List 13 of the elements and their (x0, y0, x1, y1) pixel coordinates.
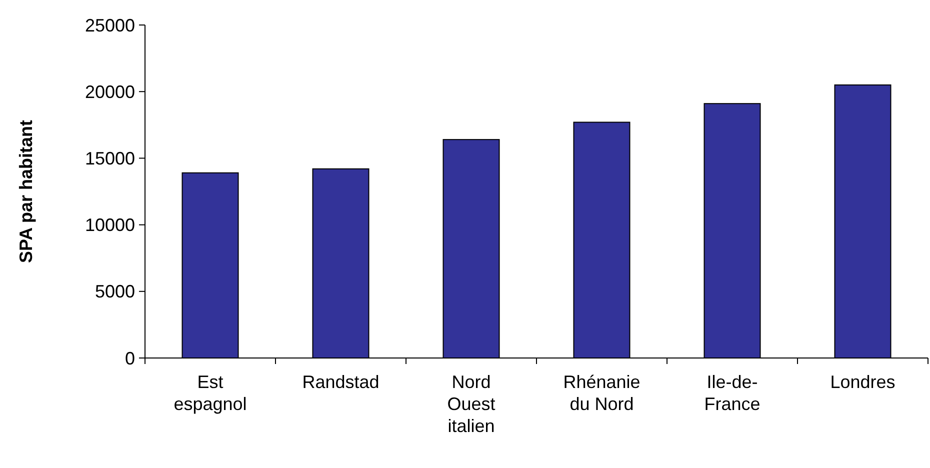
x-tick-label: Rhénanie du Nord (563, 372, 640, 414)
x-tick-label: Nord Ouest italien (447, 372, 496, 436)
y-axis-title: SPA par habitant (16, 120, 36, 264)
y-tick-label: 25000 (84, 15, 135, 36)
x-tick-label: Randstad (302, 372, 380, 392)
y-tick-label: 10000 (84, 215, 135, 236)
x-tick-label: Ile-de-France (704, 372, 760, 414)
y-tick-label: 5000 (94, 282, 135, 302)
y-tick-label: 0 (124, 348, 135, 368)
x-tick-label: Londres (830, 372, 896, 392)
y-tick-label: 15000 (84, 148, 135, 168)
x-tick-label: Est espagnol (174, 372, 247, 414)
y-tick-label: 20000 (84, 82, 135, 102)
